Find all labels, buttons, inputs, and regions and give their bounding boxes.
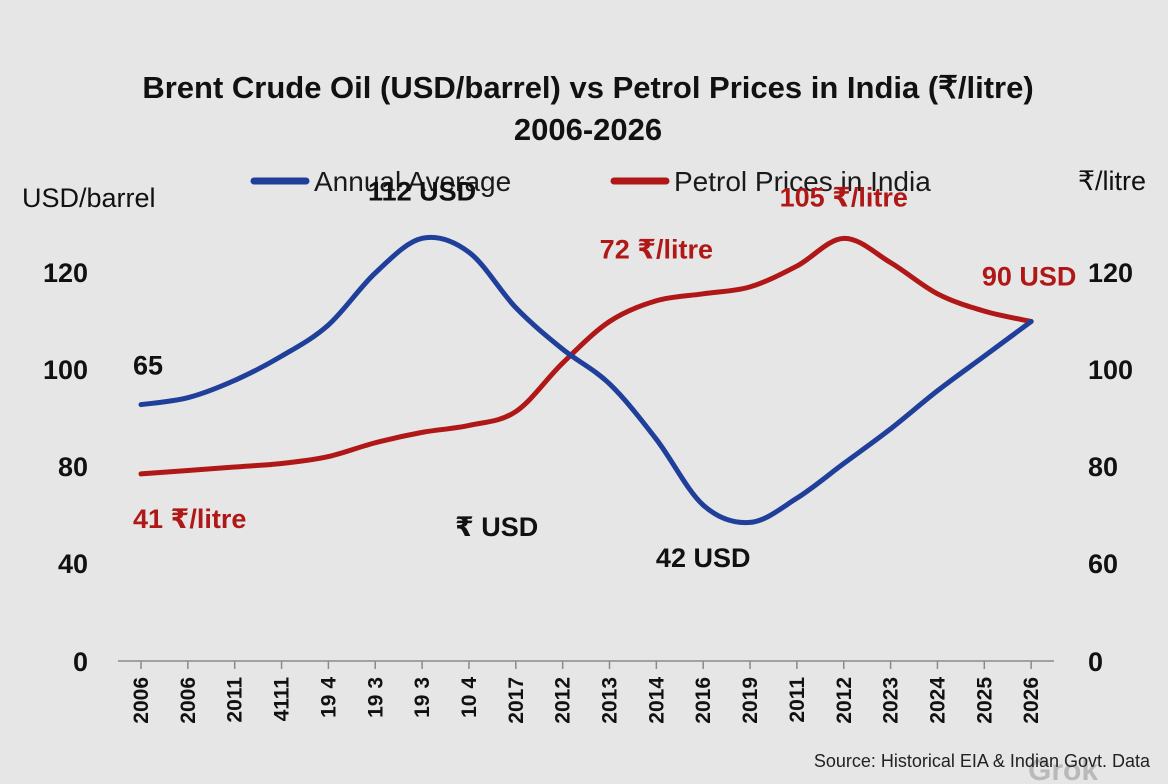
- plot-area: [138, 234, 1034, 526]
- x-tick-label: 4111: [271, 677, 294, 722]
- petrol-prices-line: [138, 235, 1034, 477]
- chart-title: Brent Crude Oil (USD/barrel) vs Petrol P…: [142, 70, 1033, 105]
- x-axis: 2006 2006 2011 4111 19 4 19 3 19 3 10 4 2017 2012…: [130, 661, 1043, 724]
- data-label: 65: [133, 351, 163, 381]
- x-tick-label: 19 4: [317, 677, 340, 718]
- x-tick-label: 2006: [177, 677, 200, 724]
- data-label: 112 USD: [368, 176, 476, 206]
- x-tick-label: 2017: [505, 677, 528, 724]
- x-tick-label: 2024: [926, 677, 949, 724]
- data-labels: 65 112 USD 42 USD 41 ₹/litre 72 ₹/litre 105 ₹…: [133, 176, 1076, 573]
- x-tick-label: 19 3: [411, 677, 434, 718]
- x-tick-label: 2019: [739, 677, 762, 724]
- left-y-tick-80: 80: [58, 452, 88, 482]
- left-y-tick-120: 120: [43, 258, 88, 288]
- data-label: 105 ₹/litre: [780, 182, 908, 212]
- x-tick-label: 2023: [880, 677, 903, 724]
- x-tick-label: 2016: [692, 677, 715, 724]
- legend: Annual Average Petrol Prices in India: [250, 166, 931, 197]
- left-y-tick-40: 40: [58, 549, 88, 579]
- right-y-tick-80: 80: [1088, 452, 1118, 482]
- left-y-tick-0: 0: [73, 647, 88, 677]
- left-y-axis: 120 100 80 40 0: [43, 258, 88, 677]
- x-tick-label: 2011: [786, 677, 809, 723]
- x-tick-label: 2011: [224, 677, 247, 723]
- right-y-tick-120: 120: [1088, 258, 1133, 288]
- x-tick-label: 2025: [973, 677, 996, 724]
- x-tick-label: 2006: [130, 677, 153, 724]
- x-tick-label: 2012: [833, 677, 856, 724]
- x-tick-label: 2026: [1020, 677, 1043, 724]
- x-tick-label: 2014: [645, 677, 668, 724]
- legend-label-petrol-prices: Petrol Prices in India: [674, 166, 931, 197]
- annotation-rupee-usd: ₹ USD: [455, 512, 538, 542]
- chart-subtitle: 2006-2026: [514, 112, 662, 147]
- right-y-tick-60: 60: [1088, 549, 1118, 579]
- x-tick-label: 19 3: [364, 677, 387, 718]
- data-label: 90 USD: [982, 262, 1077, 292]
- right-y-axis: 120 100 80 60 0: [1088, 258, 1133, 677]
- annual-average-line: [138, 234, 1034, 526]
- right-axis-unit: ₹/litre: [1078, 166, 1146, 196]
- right-y-tick-0: 0: [1088, 647, 1103, 677]
- x-tick-label: 10 4: [458, 677, 481, 718]
- right-y-tick-100: 100: [1088, 355, 1133, 385]
- data-label: 42 USD: [656, 543, 751, 573]
- source-note: Source: Historical EIA & Indian Govt. Da…: [814, 751, 1151, 771]
- x-tick-label: 2012: [552, 677, 575, 724]
- data-label: 41 ₹/litre: [133, 504, 246, 534]
- legend-label-annual-average: Annual Average: [314, 166, 511, 197]
- x-tick-label: 2013: [599, 677, 622, 724]
- left-y-tick-100: 100: [43, 355, 88, 385]
- data-label: 72 ₹/litre: [600, 235, 713, 265]
- left-axis-unit: USD/barrel: [22, 183, 156, 213]
- watermark: Grok: [1028, 754, 1098, 784]
